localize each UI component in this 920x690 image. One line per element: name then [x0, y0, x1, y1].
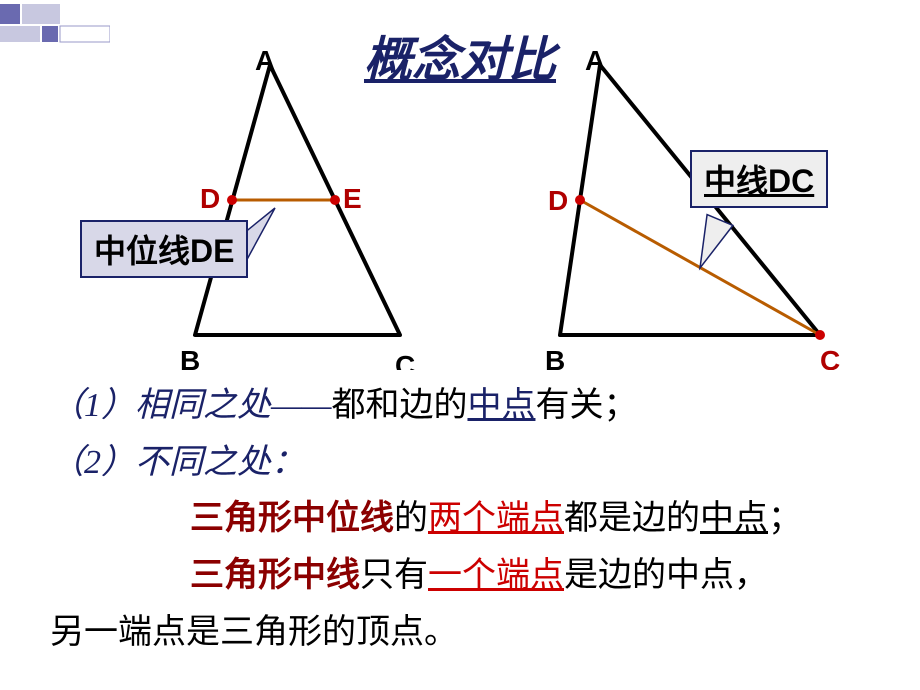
svg-text:D: D	[200, 183, 220, 214]
svg-text:A: A	[255, 45, 275, 76]
callout-midsegment: 中位线DE	[80, 220, 248, 278]
svg-text:C: C	[395, 350, 415, 370]
line4-b: 只有	[360, 557, 428, 594]
svg-text:A: A	[585, 45, 605, 76]
line1-b: 都和边的	[331, 387, 467, 424]
line3-f: ；	[768, 500, 802, 537]
line3-b: 的	[394, 500, 428, 537]
line4-a: 三角形中线	[190, 557, 360, 594]
line-1: （1）相同之处——都和边的中点有关；	[50, 380, 880, 433]
line-3: 三角形中位线的两个端点都是边的中点；	[50, 493, 880, 546]
svg-text:B: B	[545, 345, 565, 370]
svg-text:D: D	[548, 185, 568, 216]
line3-d: 都是边的	[564, 500, 700, 537]
line3-e: 中点	[700, 500, 768, 537]
svg-text:E: E	[343, 183, 362, 214]
line1-c: 中点	[467, 387, 535, 424]
line1-d: 有关；	[535, 387, 637, 424]
line-2: （2）不同之处：	[50, 437, 880, 490]
text-block: （1）相同之处——都和边的中点有关； （2）不同之处： 三角形中位线的两个端点都…	[50, 380, 880, 663]
svg-text:B: B	[180, 345, 200, 370]
line4-d: 是边的中点，	[564, 557, 768, 594]
line3-c: 两个端点	[428, 500, 564, 537]
svg-text:C: C	[820, 345, 840, 370]
left-triangle: A B C D E	[180, 45, 415, 370]
callout-median: 中线DC	[690, 150, 828, 208]
callout-median-text: 中线DC	[704, 163, 814, 199]
line-4: 三角形中线只有一个端点是边的中点，	[50, 550, 880, 603]
line4-c: 一个端点	[428, 557, 564, 594]
line1-a: （1）相同之处——	[50, 387, 331, 424]
line3-a: 三角形中位线	[190, 500, 394, 537]
callout-midsegment-text: 中位线DE	[94, 233, 234, 269]
line-5: 另一端点是三角形的顶点。	[50, 607, 880, 660]
